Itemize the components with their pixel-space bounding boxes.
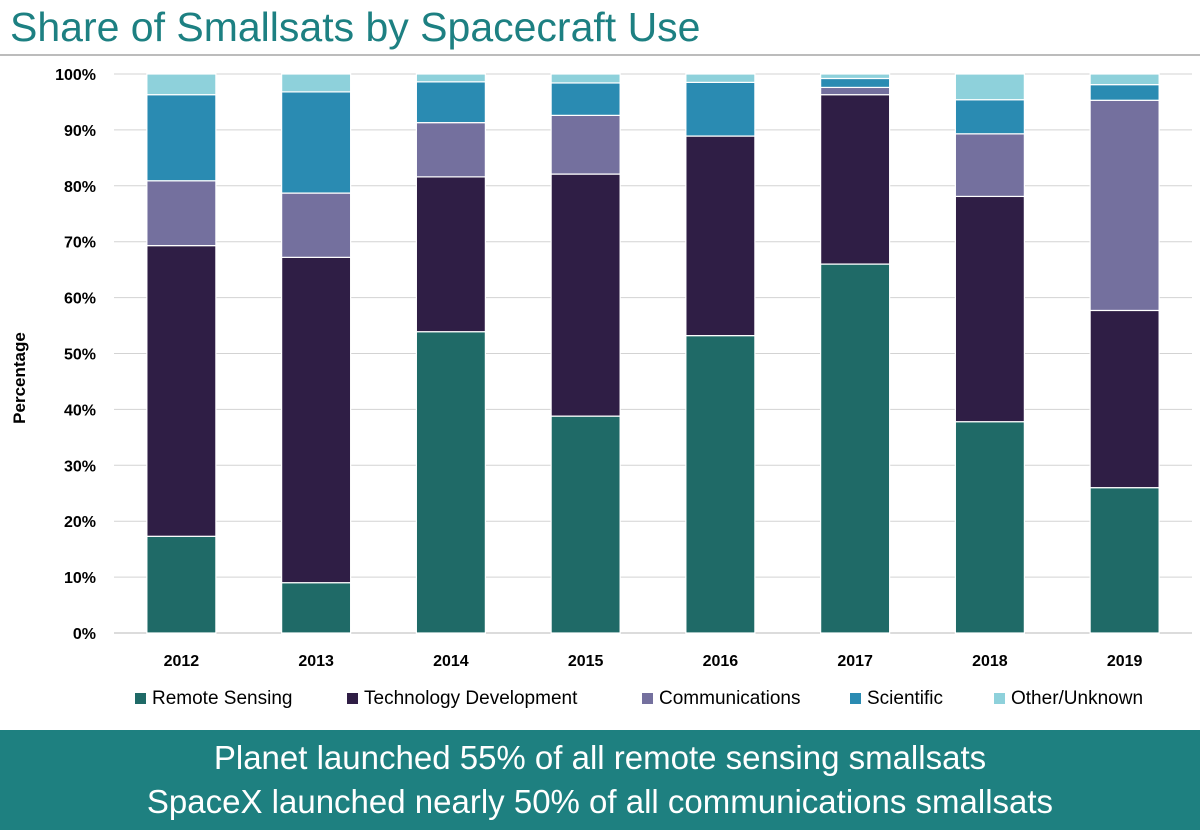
y-axis-label: Percentage [10, 332, 29, 424]
bar-segment [281, 91, 352, 194]
bar-segment [281, 73, 352, 93]
bar-segment [146, 180, 217, 247]
bar-stacks [146, 73, 1160, 634]
y-tick-label: 100% [55, 67, 96, 84]
bar-segment [146, 94, 217, 182]
bar-segment [820, 77, 891, 89]
bar-segment [281, 256, 352, 584]
bar-segment [685, 81, 756, 137]
bar-segment [685, 73, 756, 83]
bar-segment [820, 94, 891, 265]
bar-segment [550, 114, 621, 175]
x-tick-label: 2013 [298, 653, 334, 670]
bar-segment [954, 73, 1025, 101]
y-tick-label: 80% [64, 179, 96, 196]
x-tick-label: 2014 [433, 653, 469, 670]
y-tick-label: 90% [64, 123, 96, 140]
x-tick-label: 2016 [703, 653, 739, 670]
bar-segment [685, 335, 756, 634]
bar-segment [415, 73, 486, 83]
x-tick-label: 2019 [1107, 653, 1143, 670]
y-axis-ticks: 0% 10% 20% 30% 40% 50% 60% 70% 80% 90% 100% [55, 67, 96, 643]
bar-segment [685, 135, 756, 337]
y-tick-label: 30% [64, 458, 96, 475]
x-tick-label: 2015 [568, 653, 604, 670]
x-tick-label: 2018 [972, 653, 1008, 670]
y-tick-label: 10% [64, 570, 96, 587]
legend-label: Communications [659, 688, 801, 709]
y-tick-label: 20% [64, 514, 96, 531]
bar-segment [1089, 84, 1160, 101]
legend-label: Scientific [867, 688, 943, 709]
legend-label: Remote Sensing [152, 688, 292, 709]
bar-segment [1089, 73, 1160, 86]
x-axis-ticks: 2012 2013 2014 2015 2016 2017 2018 2019 [164, 653, 1143, 670]
bar-segment [146, 73, 217, 96]
bar-segment [550, 73, 621, 84]
legend-swatch [642, 693, 653, 704]
bar-segment [954, 99, 1025, 135]
y-tick-label: 60% [64, 291, 96, 308]
y-tick-label: 50% [64, 347, 96, 364]
legend-swatch [994, 693, 1005, 704]
legend-swatch [850, 693, 861, 704]
stacked-bar-chart: 0%10%20%30%40%50%60%70%80%90%100% 2012 20… [10, 67, 1192, 709]
gridlines [114, 73, 1192, 634]
legend-label: Technology Development [364, 688, 578, 709]
footer-line-1: Planet launched 55% of all remote sensin… [213, 739, 987, 776]
bar-segment [415, 176, 486, 333]
legend: Remote Sensing Technology Development Comm… [135, 688, 1143, 709]
bar-segment [1089, 487, 1160, 634]
legend-swatch [135, 693, 146, 704]
bar-segment [820, 263, 891, 634]
chart-title: Share of Smallsats by Spacecraft Use [10, 4, 701, 50]
y-tick-label: 0% [73, 626, 96, 643]
bar-segment [954, 421, 1025, 634]
bar-segment [820, 86, 891, 96]
bar-segment [1089, 99, 1160, 312]
bar-segment [954, 195, 1025, 423]
bar-segment [415, 81, 486, 124]
bar-segment [1089, 309, 1160, 489]
bar-segment [550, 82, 621, 116]
bar-segment [281, 192, 352, 258]
bar-segment [550, 415, 621, 634]
x-tick-label: 2012 [164, 653, 200, 670]
footer-banner: Planet launched 55% of all remote sensin… [0, 730, 1200, 830]
bar-segment [146, 245, 217, 537]
footer-line-2: SpaceX launched nearly 50% of all commun… [146, 783, 1054, 820]
bar-segment [820, 73, 891, 80]
title-divider [0, 54, 1200, 56]
bar-segment [281, 582, 352, 634]
bar-segment [415, 331, 486, 634]
legend-label: Other/Unknown [1011, 688, 1143, 709]
bar-segment [146, 535, 217, 634]
bar-segment [954, 133, 1025, 198]
x-tick-label: 2017 [837, 653, 873, 670]
bar-segment [550, 173, 621, 417]
y-tick-label: 70% [64, 235, 96, 252]
bar-segment [415, 122, 486, 178]
legend-swatch [347, 693, 358, 704]
y-tick-label: 40% [64, 402, 96, 419]
